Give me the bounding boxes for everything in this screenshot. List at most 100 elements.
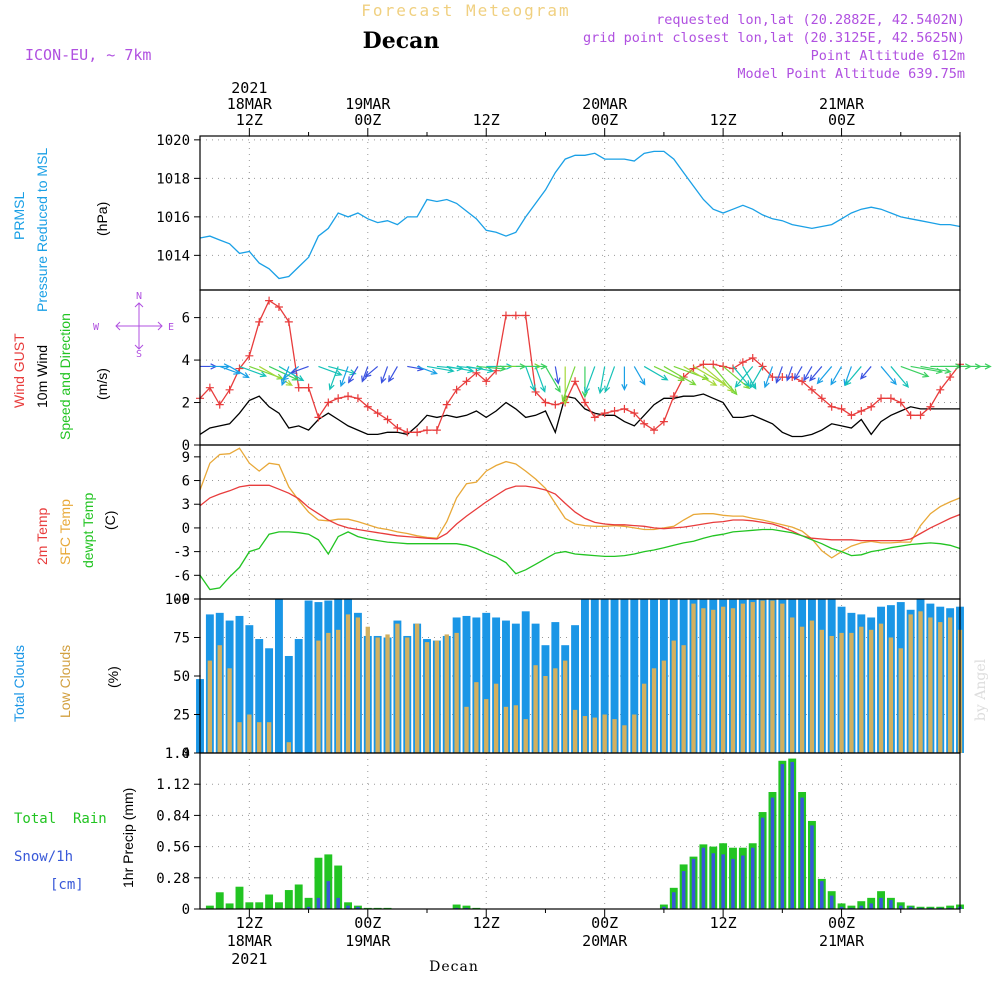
- snow-bar: [908, 906, 913, 909]
- top-time-label: 12Z: [236, 111, 263, 129]
- low-cloud-bar: [553, 668, 558, 753]
- wind-gust-marker: [817, 394, 826, 403]
- wind-gust-marker: [363, 402, 372, 411]
- y-tick-label-precip: 0: [182, 902, 190, 918]
- snow-bar: [760, 817, 765, 909]
- rain-bar: [462, 905, 471, 909]
- snow-bar: [810, 825, 814, 909]
- panel-frame-temp: [199, 444, 961, 600]
- low-cloud-bar: [799, 626, 805, 753]
- snow-bar: [750, 847, 755, 909]
- bottom-time-label: 21MAR: [819, 932, 865, 950]
- total-cloud-bar: [620, 599, 629, 753]
- wind-direction-arrow: [466, 365, 495, 374]
- y-tick-label-wind: 0: [182, 438, 190, 454]
- total-cloud-bar: [640, 599, 649, 753]
- wind-gust-marker: [324, 398, 333, 407]
- wind-gust-marker: [768, 373, 777, 382]
- snow-bar: [869, 903, 873, 909]
- wind-direction-arrow: [775, 366, 783, 384]
- low-cloud-bar: [641, 683, 647, 753]
- wind-gust-marker: [748, 353, 757, 362]
- low-cloud-bar: [355, 617, 361, 753]
- total-cloud-bar: [571, 625, 580, 753]
- low-cloud-bar: [484, 699, 489, 753]
- y-tick-label-wind: 6: [182, 311, 190, 327]
- total-cloud-bar: [462, 615, 471, 753]
- wind-direction-arrow: [793, 366, 803, 381]
- low-cloud-bar: [444, 634, 449, 753]
- rain-bar: [896, 902, 905, 909]
- wind-gust-marker: [413, 428, 422, 437]
- wind-gust-marker: [462, 377, 471, 386]
- compass-w: W: [93, 322, 100, 333]
- wind-gust-marker: [334, 394, 343, 403]
- watermark: by Angel: [973, 658, 989, 721]
- snow-bar: [306, 906, 311, 909]
- wind-direction-arrow: [388, 366, 398, 383]
- wind-direction-arrow: [712, 366, 738, 396]
- low-cloud-bar: [740, 603, 746, 753]
- model-label: ICON-EU, ~ 7km: [25, 46, 151, 64]
- low-cloud-bar: [760, 600, 765, 753]
- temp-label-sfc: SFC Temp: [57, 499, 73, 565]
- wind-direction-arrow: [734, 366, 754, 389]
- wind-unit: (m/s): [94, 368, 110, 400]
- low-cloud-bar: [681, 645, 686, 753]
- low-cloud-bar: [938, 622, 943, 753]
- requested-coords: requested lon,lat (20.2882E, 42.5402N): [656, 12, 965, 28]
- total-cloud-bar: [580, 599, 589, 753]
- low-cloud-bar: [533, 665, 538, 753]
- wind-10m-line: [199, 393, 960, 438]
- total-cloud-bar: [235, 615, 244, 753]
- low-cloud-bar: [720, 606, 726, 753]
- wind-direction-arrow: [900, 365, 930, 378]
- y-tick-label-precip: 0.56: [156, 840, 190, 856]
- wind-direction-arrow: [809, 366, 823, 382]
- wind-gust-marker: [630, 409, 639, 418]
- rain-bar: [946, 905, 955, 909]
- low-cloud-bar: [928, 617, 933, 753]
- snow-bar: [671, 892, 676, 909]
- top-time-label: 12Z: [710, 111, 737, 129]
- snow-bar: [889, 900, 893, 909]
- low-cloud-bar: [780, 603, 785, 753]
- precip-label-rain: Total Rain: [14, 811, 107, 827]
- wind-gust-marker: [571, 377, 580, 386]
- rain-bar: [284, 890, 293, 909]
- bottom-time-label: 19MAR: [345, 932, 391, 950]
- wind-gust-marker: [274, 302, 283, 311]
- y-tick-label-clouds: 75: [173, 631, 190, 647]
- snow-bar: [839, 906, 844, 909]
- low-cloud-bar: [602, 714, 607, 753]
- y-tick-label-pressure: 1014: [156, 248, 190, 264]
- wind-gust-marker: [393, 424, 402, 433]
- top-time-label: 20MAR: [582, 95, 628, 113]
- wind-direction-arrow: [920, 365, 952, 374]
- y-tick-label-temp: -9: [173, 592, 190, 608]
- rain-bar: [334, 865, 343, 909]
- rain-bar: [225, 903, 234, 909]
- wind-gust-marker: [521, 311, 530, 320]
- snow-bar: [859, 905, 864, 909]
- low-cloud-bar: [454, 632, 459, 753]
- wind-direction-arrow: [732, 366, 751, 388]
- low-cloud-bar: [908, 614, 913, 753]
- rain-bar: [304, 897, 313, 909]
- wind-gust-marker: [640, 419, 649, 428]
- rain-bar: [452, 904, 461, 909]
- wind-direction-arrow: [859, 366, 872, 380]
- bottom-time-label: 2021: [231, 950, 267, 968]
- wind-gust-marker: [442, 400, 451, 409]
- snow-bar: [701, 847, 706, 909]
- y-tick-label-precip: 0.28: [156, 871, 190, 887]
- wind-gust-marker: [857, 407, 866, 416]
- y-tick-label-pressure: 1020: [156, 133, 190, 149]
- snow-bar: [691, 858, 696, 909]
- wind-gust-marker: [590, 413, 599, 422]
- total-cloud-bar: [590, 599, 599, 753]
- low-cloud-bar: [345, 614, 351, 753]
- rain-bar: [344, 902, 352, 909]
- wind-gust-marker: [314, 413, 323, 422]
